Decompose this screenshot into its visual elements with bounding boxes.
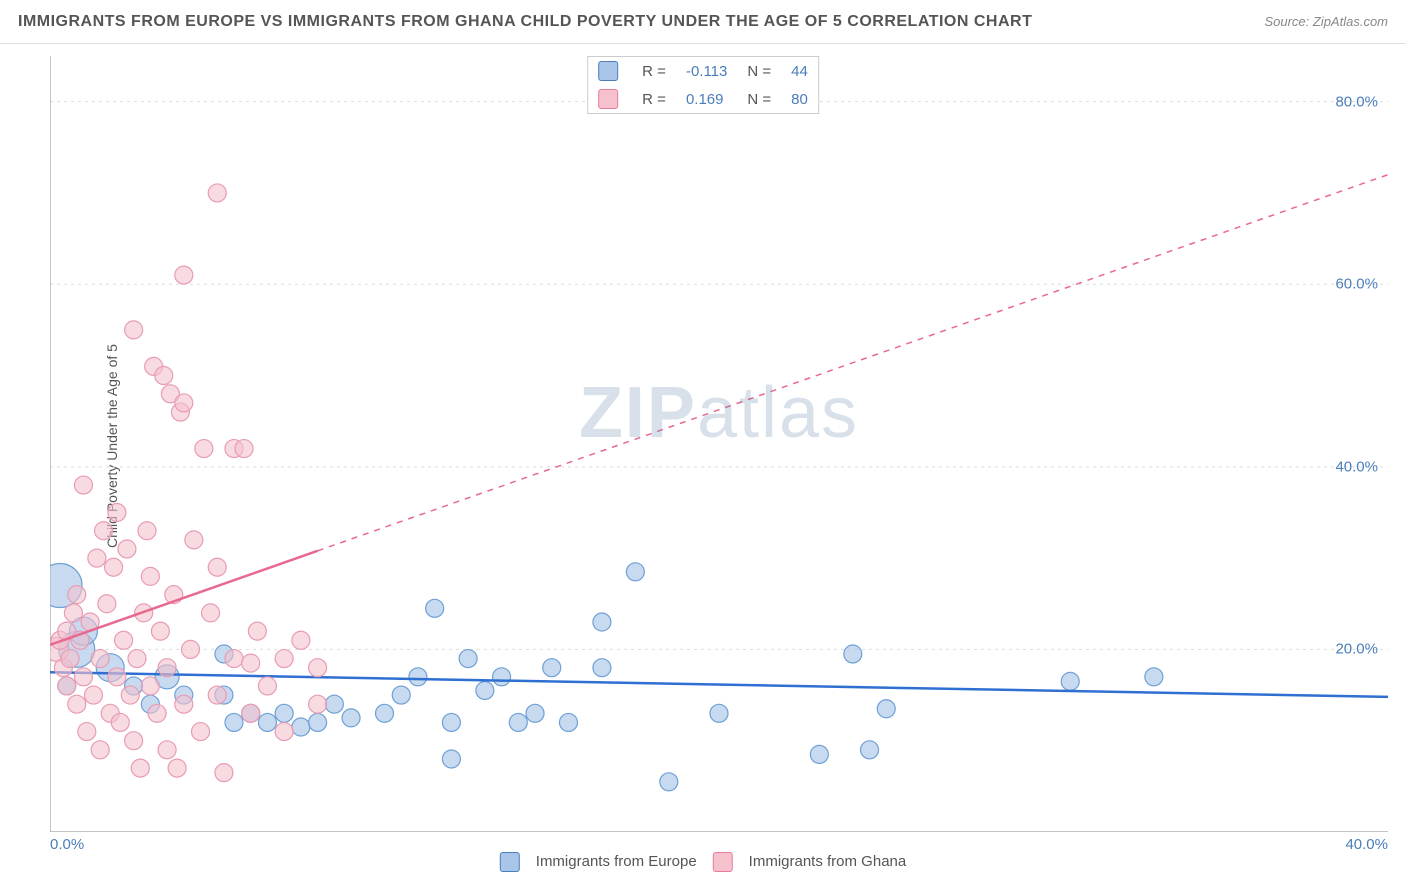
legend-swatch	[598, 89, 618, 109]
r-label: R =	[642, 91, 666, 108]
scatter-plot	[50, 56, 1388, 832]
r-value: 0.169	[686, 91, 724, 108]
chart-area: ZIPatlas	[50, 56, 1388, 832]
legend-swatch	[500, 852, 520, 872]
series-legend: Immigrants from Europe Immigrants from Gh…	[492, 852, 914, 872]
x-tick-label: 40.0%	[1345, 836, 1388, 853]
legend-row: R = 0.169 N = 80	[588, 85, 818, 113]
n-label: N =	[747, 91, 771, 108]
chart-title: IMMIGRANTS FROM EUROPE VS IMMIGRANTS FRO…	[18, 13, 1032, 31]
legend-series-label: Immigrants from Ghana	[749, 853, 907, 870]
n-value: 44	[791, 63, 808, 80]
legend-swatch	[713, 852, 733, 872]
y-tick-label: 80.0%	[1335, 93, 1378, 110]
y-axis-tick-labels: 20.0% 40.0% 60.0% 80.0%	[1318, 56, 1378, 832]
n-value: 80	[791, 91, 808, 108]
correlation-legend: R = -0.113 N = 44 R = 0.169 N = 80	[587, 56, 819, 114]
x-tick-label: 0.0%	[50, 836, 84, 853]
legend-series-label: Immigrants from Europe	[536, 853, 697, 870]
r-label: R =	[642, 63, 666, 80]
r-value: -0.113	[686, 63, 727, 80]
y-tick-label: 60.0%	[1335, 276, 1378, 293]
title-bar: IMMIGRANTS FROM EUROPE VS IMMIGRANTS FRO…	[0, 0, 1406, 44]
n-label: N =	[747, 63, 771, 80]
legend-row: R = -0.113 N = 44	[588, 57, 818, 85]
legend-swatch	[598, 61, 618, 81]
y-tick-label: 40.0%	[1335, 458, 1378, 475]
y-tick-label: 20.0%	[1335, 641, 1378, 658]
source-label: Source: ZipAtlas.com	[1264, 14, 1388, 29]
